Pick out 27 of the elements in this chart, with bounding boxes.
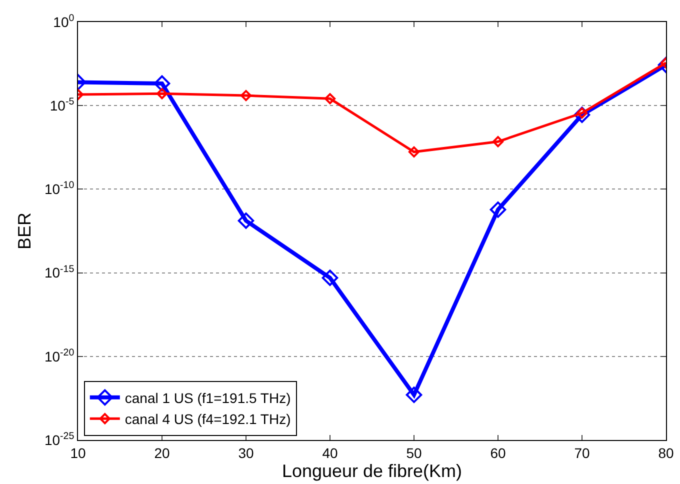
point [408, 146, 420, 158]
point [324, 93, 336, 104]
y-tick-label: 10$^{-5}$ [50, 96, 75, 114]
point [322, 270, 338, 286]
point [492, 136, 504, 148]
y-tick-label: 10$^{-15}$ [44, 264, 75, 281]
y-tick-label: 10$^{-10}$ [44, 180, 75, 198]
point [156, 88, 168, 100]
point [574, 106, 590, 123]
y-tick-label: 10$^{0}$ [53, 13, 75, 30]
point [406, 386, 422, 404]
x-tick-label: 80 [658, 444, 674, 461]
x-tick-label: 40 [322, 444, 338, 461]
point [490, 201, 506, 218]
x-tick-label: 50 [406, 444, 422, 461]
x-axis-title: Longueur de fibre(Km) [282, 460, 462, 481]
x-tick-label: 30 [238, 444, 254, 461]
point [238, 212, 254, 229]
legend-label: canal 4 US (f4=192.1 THz) [124, 411, 291, 428]
y-tick-label: 10$^{-20}$ [44, 347, 75, 364]
x-tick-label: 20 [154, 444, 170, 461]
x-tick-label: 70 [574, 444, 590, 461]
point [240, 90, 252, 102]
y-axis-title: BER [14, 212, 35, 250]
point [154, 75, 170, 92]
legend-label: canal 1 US (f1=191.5 THz) [124, 390, 291, 406]
x-tick-label: 60 [490, 444, 506, 461]
